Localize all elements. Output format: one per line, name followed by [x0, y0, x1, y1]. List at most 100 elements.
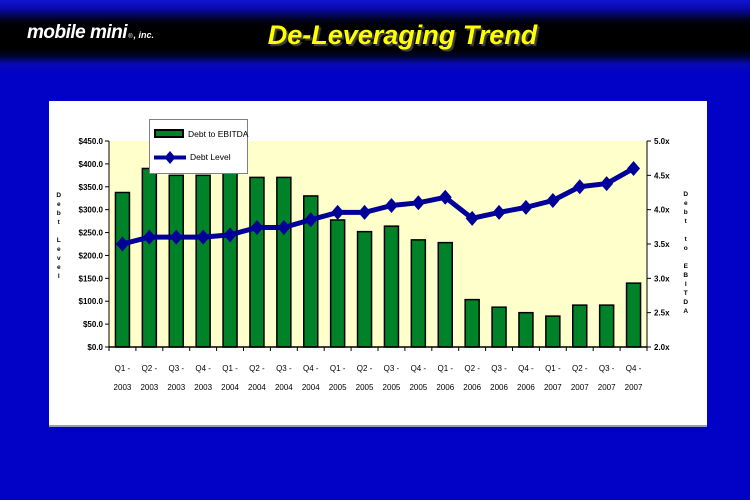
- x-axis-label-quarter: Q4 -: [626, 364, 642, 373]
- debt-level-marker: [384, 198, 398, 214]
- x-axis-label-quarter: Q4 -: [195, 364, 211, 373]
- debt-to-ebitda-bar: [114, 191, 131, 348]
- debt-level-marker: [546, 193, 560, 209]
- debt-level-marker: [169, 229, 183, 245]
- bar-swatch-icon: [154, 129, 184, 138]
- x-axis-label-quarter: Q3 -: [168, 364, 184, 373]
- debt-to-ebitda-bar: [410, 239, 427, 348]
- debt-to-ebitda-bar: [249, 176, 265, 348]
- right-axis-tick-label: 4.0x: [654, 206, 670, 215]
- header-band: mobile mini ® , inc. De-Leveraging Trend: [0, 0, 750, 70]
- debt-level-marker: [196, 229, 210, 245]
- debt-level-marker: [142, 229, 156, 245]
- x-axis-label-year: 2006: [517, 383, 535, 392]
- debt-level-marker: [115, 236, 129, 252]
- x-axis-label-year: 2003: [167, 383, 185, 392]
- right-axis-tick-label: 4.5x: [654, 171, 670, 180]
- x-axis-label-year: 2007: [571, 383, 589, 392]
- registered-trademark-icon: ®: [128, 34, 133, 40]
- debt-level-marker: [250, 220, 264, 236]
- left-axis-tick-label: $200.0: [79, 251, 104, 260]
- x-axis-label-quarter: Q3 -: [491, 364, 507, 373]
- x-axis-label-year: 2004: [248, 383, 266, 392]
- legend-item-debt-to-ebitda: Debt to EBITDA: [154, 129, 248, 139]
- x-axis-label-year: 2004: [221, 383, 239, 392]
- page-title: De-Leveraging Trend: [267, 20, 538, 50]
- logo-brand-text: mobile mini: [27, 22, 128, 43]
- left-axis-tick-label: $150.0: [79, 274, 104, 283]
- x-axis-label-year: 2006: [463, 383, 481, 392]
- left-axis-tick-label: $400.0: [79, 160, 104, 169]
- legend-label-debt-level: Debt Level: [190, 152, 231, 162]
- right-axis-title: Debt to EBITDA: [682, 191, 690, 317]
- x-axis-label-year: 2005: [409, 383, 427, 392]
- left-axis-tick-label: $250.0: [79, 229, 104, 238]
- x-axis-label-quarter: Q1 -: [545, 364, 561, 373]
- debt-level-marker: [600, 176, 614, 192]
- x-axis-label-quarter: Q2 -: [572, 364, 588, 373]
- debt-level-marker: [492, 204, 506, 220]
- debt-level-marker: [223, 227, 237, 243]
- x-axis-label-quarter: Q1 -: [330, 364, 346, 373]
- x-axis-label-year: 2003: [114, 383, 132, 392]
- x-axis-label-year: 2005: [383, 383, 401, 392]
- debt-level-marker: [573, 179, 587, 195]
- x-axis-label-quarter: Q1 -: [115, 364, 131, 373]
- x-axis-label-quarter: Q1 -: [222, 364, 238, 373]
- debt-to-ebitda-bar: [383, 225, 400, 348]
- x-axis-label-quarter: Q4 -: [303, 364, 319, 373]
- left-axis-tick-label: $300.0: [79, 206, 104, 215]
- debt-to-ebitda-bar: [491, 306, 507, 348]
- x-axis-label-year: 2004: [302, 383, 320, 392]
- x-axis-label-quarter: Q4 -: [518, 364, 534, 373]
- logo-suffix-text: , inc.: [133, 30, 155, 40]
- left-axis-tick-label: $0.0: [87, 343, 103, 352]
- debt-level-marker: [438, 189, 452, 205]
- left-axis-tick-label: $450.0: [79, 137, 104, 146]
- right-axis-tick-label: 2.0x: [654, 343, 670, 352]
- debt-level-marker: [627, 160, 641, 176]
- debt-to-ebitda-bar: [356, 230, 373, 348]
- debt-level-marker: [331, 204, 345, 220]
- debt-to-ebitda-bar: [598, 304, 615, 348]
- x-axis-label-year: 2005: [356, 383, 374, 392]
- x-axis-label-quarter: Q1 -: [437, 364, 453, 373]
- x-axis-label-year: 2007: [598, 383, 616, 392]
- debt-level-marker: [411, 195, 425, 211]
- x-axis-label-quarter: Q3 -: [276, 364, 292, 373]
- debt-to-ebitda-bar: [625, 282, 642, 348]
- x-axis-label-quarter: Q2 -: [142, 364, 158, 373]
- debt-level-marker: [358, 204, 372, 220]
- legend-item-debt-level: Debt Level: [154, 150, 243, 165]
- right-axis-tick-label: 3.0x: [654, 274, 670, 283]
- left-axis-tick-label: $50.0: [83, 320, 104, 329]
- debt-to-ebitda-bar: [222, 171, 238, 348]
- debt-to-ebitda-bar: [329, 219, 346, 348]
- line-diamond-marker-icon: [154, 150, 186, 164]
- left-axis-tick-label: $350.0: [79, 183, 104, 192]
- right-axis-tick-label: 3.5x: [654, 240, 670, 249]
- debt-to-ebitda-bar: [141, 167, 158, 348]
- left-axis-title: Debt Level: [55, 192, 63, 282]
- x-axis-label-quarter: Q3 -: [599, 364, 615, 373]
- x-axis-label-year: 2005: [329, 383, 347, 392]
- x-axis-label-year: 2004: [275, 383, 293, 392]
- x-axis-label-year: 2003: [140, 383, 158, 392]
- debt-to-ebitda-bar: [195, 174, 211, 348]
- x-axis-label-quarter: Q2 -: [464, 364, 480, 373]
- company-logo: mobile mini ® , inc.: [27, 22, 154, 44]
- x-axis-label-year: 2006: [436, 383, 454, 392]
- debt-to-ebitda-bar: [572, 304, 588, 348]
- debt-level-marker: [465, 210, 479, 226]
- right-axis-tick-label: 5.0x: [654, 137, 670, 146]
- x-axis-label-quarter: Q2 -: [357, 364, 373, 373]
- debt-level-marker: [277, 220, 291, 236]
- debt-to-ebitda-bar: [518, 311, 534, 348]
- debt-to-ebitda-bar: [545, 315, 561, 348]
- debt-level-marker: [304, 212, 318, 228]
- debt-to-ebitda-bar: [168, 174, 184, 348]
- right-axis-tick-label: 2.5x: [654, 309, 670, 318]
- debt-level-marker: [519, 199, 533, 215]
- debt-to-ebitda-bar: [437, 241, 453, 348]
